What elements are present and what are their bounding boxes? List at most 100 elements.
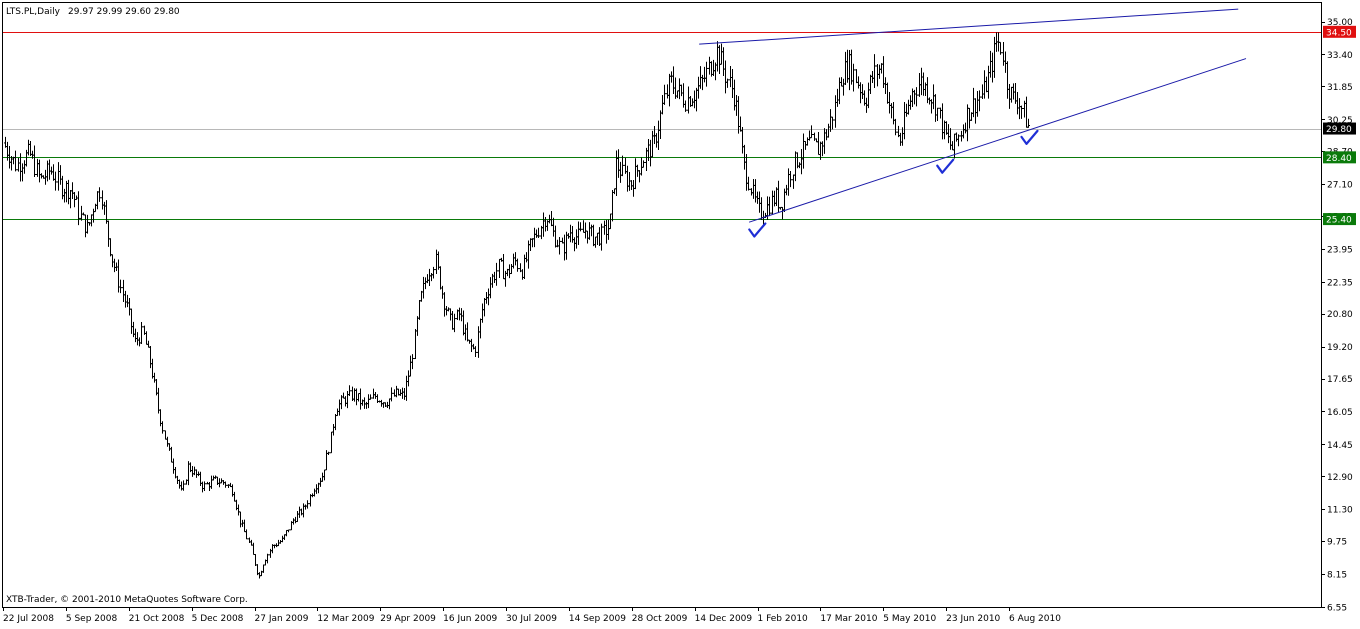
ohlc-bar-174 xyxy=(369,394,372,400)
xtick-label-12: 1 Feb 2010 xyxy=(758,614,809,624)
trendline-0 xyxy=(699,8,1239,45)
xtick-label-7: 16 Jun 2009 xyxy=(443,614,497,624)
ohlc-bar-404 xyxy=(852,63,855,92)
ohlc-bar-45 xyxy=(98,187,101,202)
ohlc-bar-115 xyxy=(245,529,248,540)
ytick-label-18: 6.55 xyxy=(1327,604,1347,614)
ohlc-bar-244 xyxy=(516,258,519,272)
xtick-label-10: 28 Oct 2009 xyxy=(632,614,688,624)
ohlc-bar-384 xyxy=(810,125,813,139)
ytick-label-3: 30.25 xyxy=(1327,116,1353,126)
ohlc-bar-234 xyxy=(495,262,498,286)
ohlc-bar-444 xyxy=(936,107,939,121)
checkmark-2 xyxy=(1020,129,1039,145)
ytick-label-7: 23.95 xyxy=(1327,245,1353,255)
xtick-label-1: 5 Sep 2008 xyxy=(66,614,118,624)
ohlc-bar-214 xyxy=(453,313,456,333)
ohlc-bar-55 xyxy=(119,279,122,294)
current-price-tag-bg xyxy=(1323,122,1356,135)
ytick-label-10: 19.20 xyxy=(1327,343,1353,353)
xtick-label-13: 17 Mar 2010 xyxy=(820,614,877,624)
ohlc-bar-164 xyxy=(348,385,351,396)
xtick-label-9: 14 Sep 2009 xyxy=(569,614,626,624)
ytick-label-17: 8.15 xyxy=(1327,571,1347,581)
ohlc-bar-65 xyxy=(140,321,143,345)
level-tag-0: 34.50 xyxy=(1326,28,1352,38)
ohlc-bar-314 xyxy=(663,84,666,105)
ohlc-bar-304 xyxy=(642,160,645,168)
xtick-label-14: 5 May 2010 xyxy=(883,614,936,624)
xtick-label-4: 27 Jan 2009 xyxy=(255,614,309,624)
ohlc-bar-95 xyxy=(203,481,206,491)
ohlc-bar-144 xyxy=(306,500,309,509)
ohlc-bar-105 xyxy=(224,481,227,488)
chart-ohlc: 29.97 29.99 29.60 29.80 xyxy=(68,7,180,17)
ohlc-bar-344 xyxy=(726,78,729,88)
ohlc-bar-184 xyxy=(390,387,393,402)
ytick-label-8: 22.35 xyxy=(1327,278,1353,288)
xtick-label-3: 5 Dec 2008 xyxy=(192,614,244,624)
ytick-label-14: 12.90 xyxy=(1327,473,1353,483)
ohlc-bar-85 xyxy=(182,480,185,491)
ytick-label-1: 33.40 xyxy=(1327,51,1353,61)
ytick-label-12: 16.05 xyxy=(1327,408,1353,418)
ytick-label-2: 31.85 xyxy=(1327,83,1353,93)
xtick-label-15: 23 Jun 2010 xyxy=(946,614,1000,624)
checkmark-0 xyxy=(748,222,767,238)
level-tag-1: 28.40 xyxy=(1326,154,1352,164)
chart-symbol: LTS.PL,Daily xyxy=(6,7,61,17)
ohlc-bar-5 xyxy=(14,150,17,172)
ytick-label-9: 20.80 xyxy=(1327,310,1353,320)
ohlc-bar-484 xyxy=(1020,105,1023,119)
ytick-label-15: 11.30 xyxy=(1327,506,1353,516)
watermark: XTB-Trader, © 2001-2010 MetaQuotes Softw… xyxy=(6,595,248,605)
ohlc-bar-374 xyxy=(789,170,792,188)
ohlc-bar-75 xyxy=(161,421,164,434)
level-tag-2-bg xyxy=(1323,213,1356,226)
ytick-label-13: 14.45 xyxy=(1327,441,1353,451)
ohlc-bar-487 xyxy=(1027,118,1030,128)
level-tag-1-bg xyxy=(1323,151,1356,164)
ohlc-bar-284 xyxy=(600,223,603,251)
ohlc-bar-464 xyxy=(978,90,981,112)
ohlc-bar-35 xyxy=(77,191,80,226)
ohlc-bar-454 xyxy=(957,134,960,147)
ohlc-bar-394 xyxy=(831,116,834,130)
ohlc-bar-324 xyxy=(684,100,687,112)
ohlc-bar-125 xyxy=(266,553,269,564)
ohlc-bar-334 xyxy=(705,61,708,87)
ohlc-bar-364 xyxy=(768,196,771,217)
ohlc-bar-135 xyxy=(287,529,290,533)
checkmark-1 xyxy=(936,158,955,174)
ohlc-bar-154 xyxy=(327,451,330,455)
ohlc-bar-224 xyxy=(474,346,477,357)
current-price-tag: 29.80 xyxy=(1326,125,1352,135)
xtick-label-16: 6 Aug 2010 xyxy=(1009,614,1061,624)
ytick-label-5: 27.10 xyxy=(1327,181,1353,191)
ytick-label-11: 17.65 xyxy=(1327,375,1353,385)
ohlc-bar-194 xyxy=(411,354,414,370)
ohlc-bar-264 xyxy=(558,237,561,255)
ytick-label-16: 9.75 xyxy=(1327,538,1347,548)
level-tag-0-bg xyxy=(1323,25,1356,38)
ohlc-bar-254 xyxy=(537,227,540,239)
price-bars xyxy=(4,32,1030,579)
xtick-label-0: 22 Jul 2008 xyxy=(3,614,54,624)
level-tag-2: 25.40 xyxy=(1326,216,1352,226)
xtick-label-5: 12 Mar 2009 xyxy=(317,614,374,624)
ohlc-bar-354 xyxy=(747,176,750,191)
ohlc-bar-434 xyxy=(915,87,918,107)
ohlc-bar-424 xyxy=(894,118,897,136)
xtick-label-6: 29 Apr 2009 xyxy=(380,614,436,624)
xtick-label-11: 14 Dec 2009 xyxy=(695,614,753,624)
plot-frame xyxy=(2,2,1322,608)
ohlc-bar-24 xyxy=(54,171,57,191)
ohlc-bar-474 xyxy=(999,41,1002,55)
xtick-label-2: 21 Oct 2008 xyxy=(129,614,185,624)
ohlc-bar-14 xyxy=(33,145,36,177)
ytick-label-0: 35.00 xyxy=(1327,18,1353,28)
trendline-1 xyxy=(748,58,1247,223)
ohlc-bar-294 xyxy=(621,155,624,177)
